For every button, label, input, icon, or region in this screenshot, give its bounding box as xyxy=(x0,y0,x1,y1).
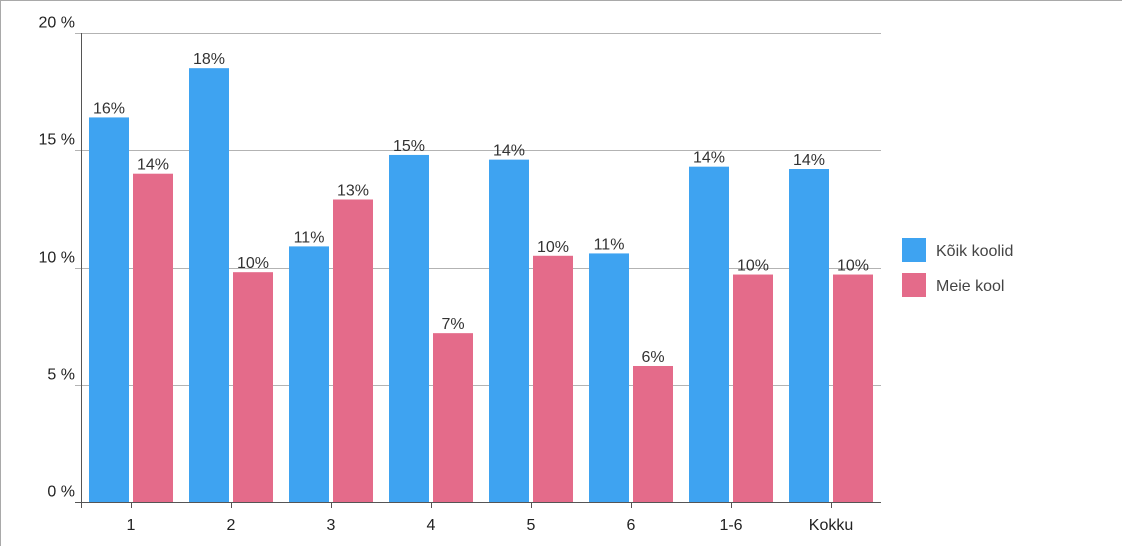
y-tick-label: 5 % xyxy=(47,367,75,384)
x-tick-label: Kokku xyxy=(809,517,853,534)
bar-koik-koolid-2 xyxy=(189,68,229,503)
legend-swatch xyxy=(902,273,926,297)
data-label: 11% xyxy=(594,236,625,253)
y-tick-label: 20 % xyxy=(39,15,75,32)
legend-label: Meie kool xyxy=(936,278,1004,295)
bar-meie-kool-3 xyxy=(333,199,373,502)
x-tick-label: 6 xyxy=(627,517,636,534)
bar-koik-koolid-6 xyxy=(589,253,629,502)
bar-meie-kool-Kokku xyxy=(833,274,873,502)
y-tick-label: 15 % xyxy=(39,132,75,149)
data-label: 15% xyxy=(393,138,425,155)
data-label: 7% xyxy=(441,316,464,333)
x-tick-label: 4 xyxy=(427,517,436,534)
bar-koik-koolid-Kokku xyxy=(789,169,829,502)
bar-meie-kool-6 xyxy=(633,365,673,502)
x-tick-label: 2 xyxy=(227,517,236,534)
bars xyxy=(89,68,873,503)
data-label: 18% xyxy=(193,51,225,68)
data-label: 10% xyxy=(537,239,569,256)
data-label: 10% xyxy=(737,258,769,275)
bar-koik-koolid-3 xyxy=(289,246,329,502)
y-tick-label: 10 % xyxy=(39,250,75,267)
data-label: 10% xyxy=(237,255,269,272)
bar-koik-koolid-1-6 xyxy=(689,166,729,503)
data-label: 14% xyxy=(493,143,525,160)
bar-koik-koolid-1 xyxy=(89,117,129,503)
bar-meie-kool-2 xyxy=(233,272,273,502)
data-label: 14% xyxy=(793,152,825,169)
x-tick-label: 1-6 xyxy=(719,517,742,534)
data-label: 11% xyxy=(294,229,325,246)
bar-koik-koolid-5 xyxy=(489,159,529,502)
data-label: 14% xyxy=(137,157,169,174)
bar-meie-kool-1-6 xyxy=(733,274,773,502)
legend: Kõik koolid Meie kool xyxy=(902,238,1013,297)
bar-koik-koolid-4 xyxy=(389,154,429,502)
bar-meie-kool-5 xyxy=(533,255,573,502)
data-label: 13% xyxy=(337,182,369,199)
data-labels: 16% 14% 18% 10% 11% 13% 15% 7% 14% 10% 11% 6% 14% 10%… xyxy=(93,51,869,366)
x-tick-label: 5 xyxy=(527,517,536,534)
y-tick-label: 0 % xyxy=(47,484,75,501)
x-tick-label: 1 xyxy=(127,517,136,534)
axes: 0 % 5 % 10 % 15 % 20 % 1 2 3 4 5 6 1-6 Kokku xyxy=(39,15,854,535)
legend-swatch xyxy=(902,238,926,262)
data-label: 14% xyxy=(693,150,725,167)
legend-label: Kõik koolid xyxy=(936,243,1013,260)
bar-meie-kool-4 xyxy=(433,333,473,502)
data-label: 10% xyxy=(837,258,869,275)
x-tick-label: 3 xyxy=(327,517,336,534)
data-label: 6% xyxy=(641,349,664,366)
data-label: 16% xyxy=(93,100,125,117)
bar-meie-kool-1 xyxy=(133,173,173,502)
